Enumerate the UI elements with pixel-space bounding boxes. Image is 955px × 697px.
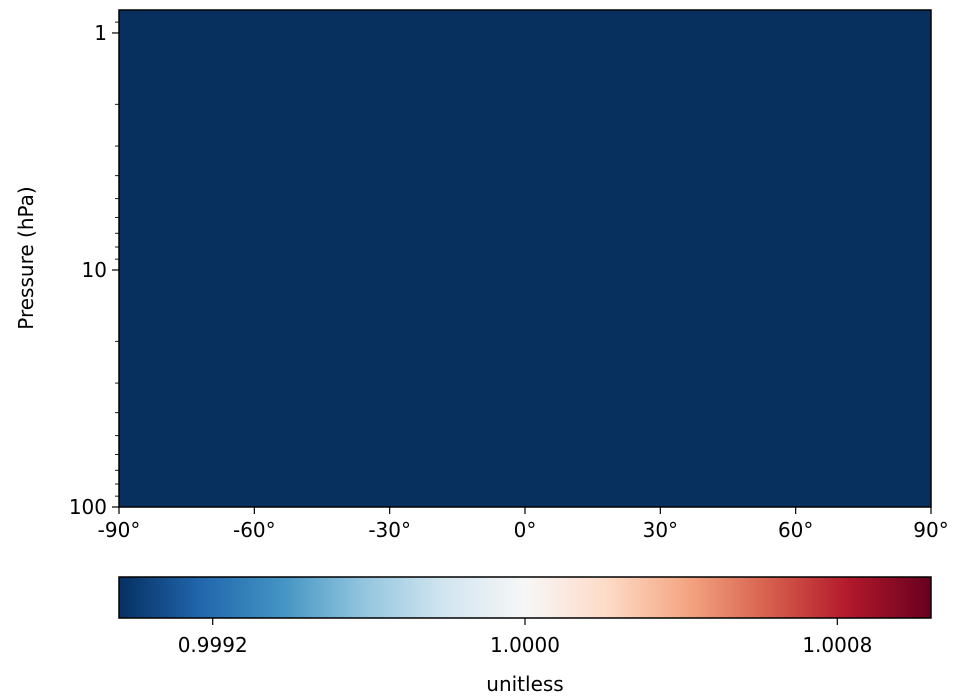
y-axis: 1 10 100 (69, 21, 119, 519)
colorbar-label: unitless (486, 672, 563, 696)
colorbar-tick-label: 1.0000 (490, 633, 560, 657)
x-tick-label: 30° (643, 518, 678, 542)
colorbar (118, 576, 932, 619)
y-tick-label: 10 (82, 258, 107, 282)
heatmap-field (119, 10, 931, 507)
x-tick-label: -90° (98, 518, 141, 542)
x-tick-label: -60° (233, 518, 276, 542)
y-axis-label: Pressure (hPa) (14, 186, 38, 329)
colorbar-ticks: 0.9992 1.0000 1.0008 (178, 618, 872, 657)
colorbar-tick-label: 0.9992 (178, 633, 248, 657)
x-tick-label: 0° (514, 518, 537, 542)
colorbar-tick-label: 1.0008 (802, 633, 872, 657)
y-tick-label: 100 (69, 495, 107, 519)
x-axis: -90° -60° -30° 0° 30° 60° 90° (98, 507, 949, 542)
y-tick-label: 1 (94, 21, 107, 45)
x-tick-label: 90° (913, 518, 948, 542)
x-tick-label: 60° (778, 518, 813, 542)
plot-frame (118, 9, 932, 508)
x-tick-label: -30° (368, 518, 411, 542)
